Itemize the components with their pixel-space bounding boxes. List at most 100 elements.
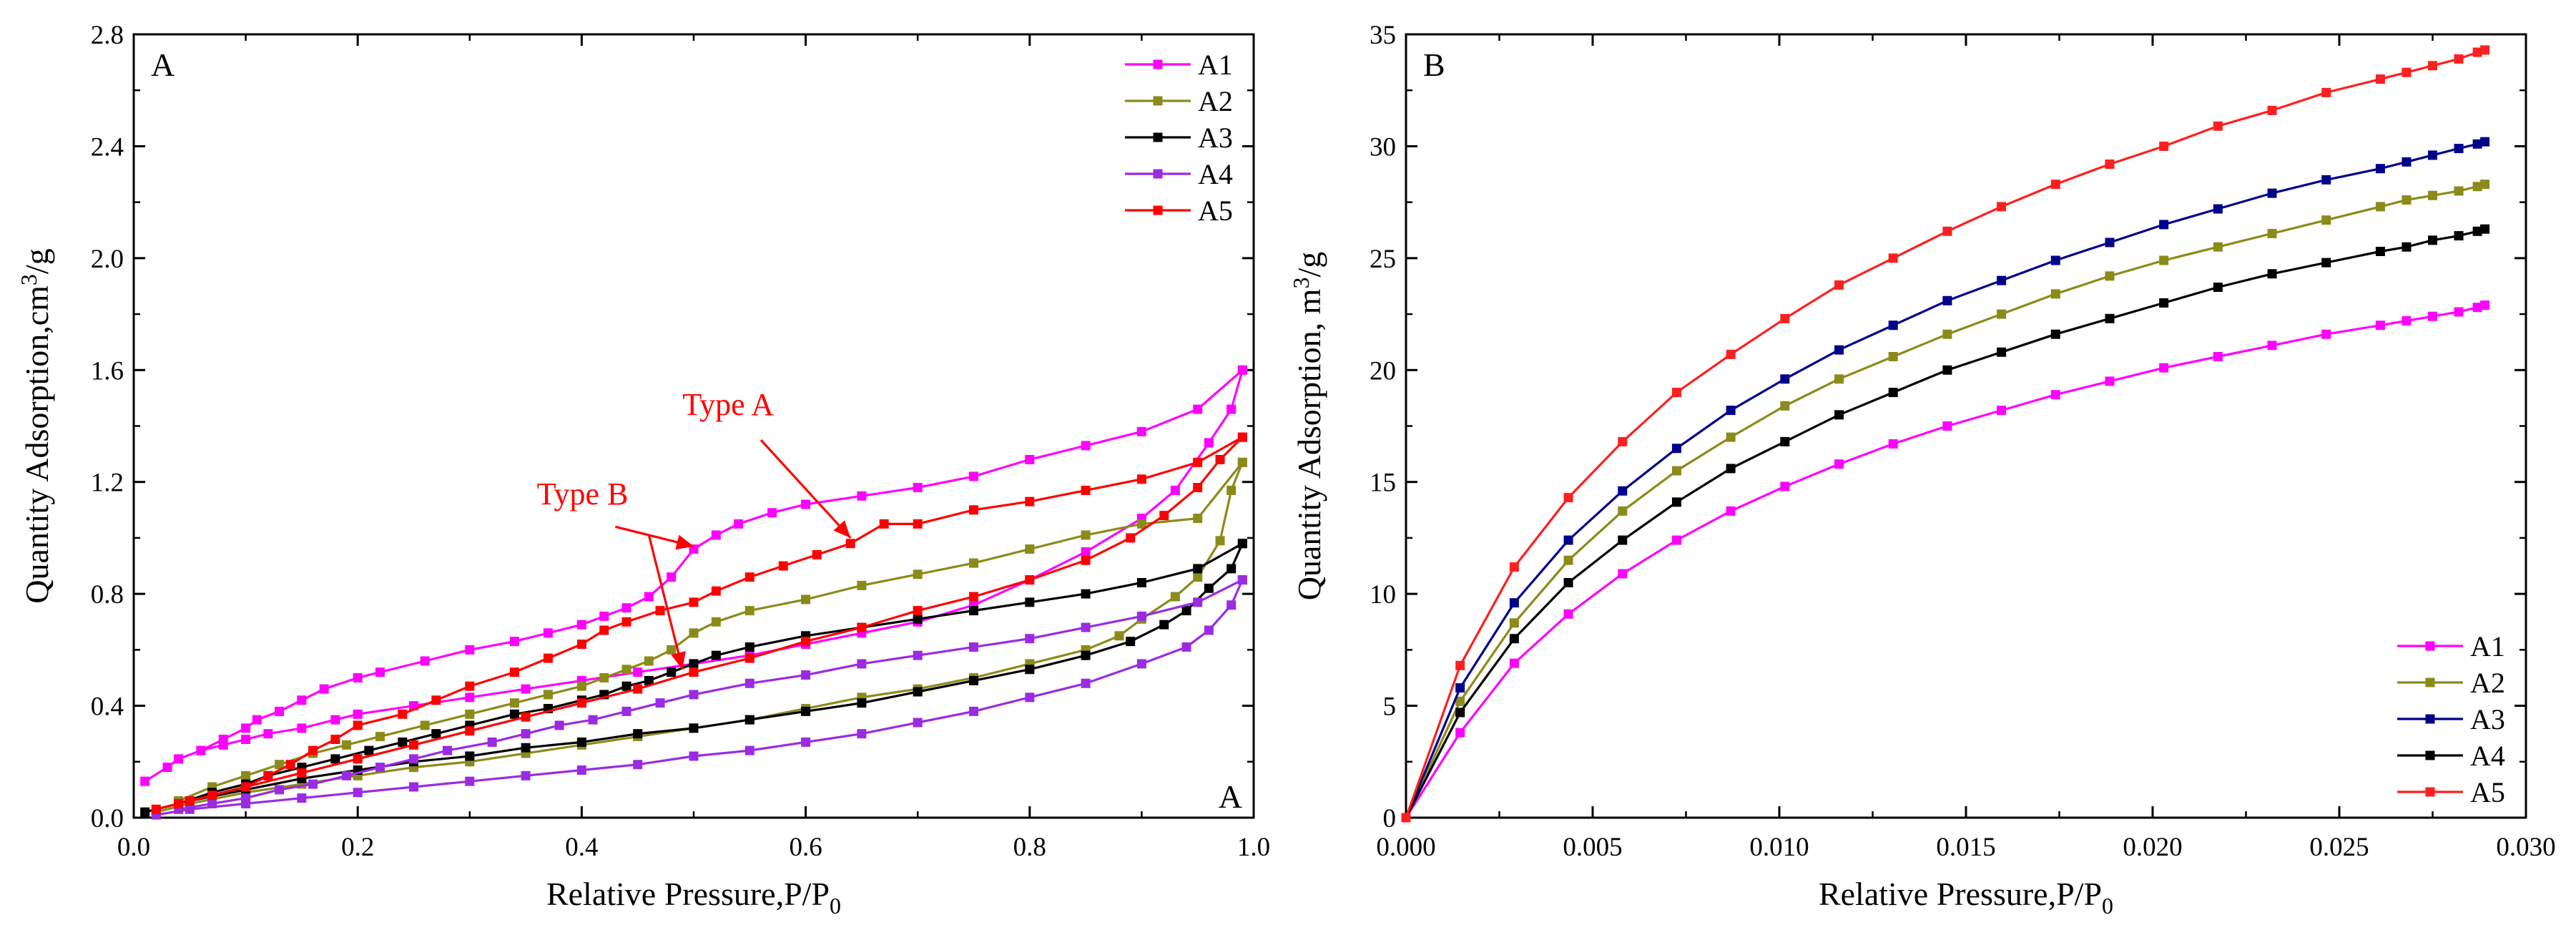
series-A5 <box>151 432 1247 814</box>
data-point <box>667 572 677 582</box>
data-point <box>599 611 609 621</box>
data-point <box>2105 376 2115 386</box>
data-point <box>2321 175 2331 185</box>
data-point <box>599 672 609 682</box>
data-point <box>2472 47 2482 57</box>
data-point <box>913 718 923 728</box>
data-point <box>1888 439 1898 449</box>
legend-label: A1 <box>2470 630 2505 662</box>
data-point <box>1226 600 1237 610</box>
data-point <box>689 751 699 761</box>
data-point <box>1193 597 1203 607</box>
data-point <box>1942 365 1952 375</box>
data-point <box>1025 544 1035 554</box>
data-point <box>1834 345 1844 355</box>
data-point <box>353 709 363 719</box>
data-point <box>431 695 441 705</box>
legend-label: A2 <box>1198 85 1233 117</box>
data-point <box>297 695 307 705</box>
y-tick-label: 25 <box>1370 245 1396 274</box>
x-tick-label: 0.0 <box>117 833 150 862</box>
data-point <box>1671 466 1681 476</box>
y-tick-label: 5 <box>1383 692 1397 722</box>
data-point <box>711 586 721 596</box>
data-point <box>1081 530 1091 540</box>
data-point <box>576 737 586 747</box>
data-point <box>1509 598 1519 608</box>
series-A1 <box>1401 300 2490 823</box>
data-point <box>2105 159 2115 169</box>
data-point <box>1780 401 1790 411</box>
data-point <box>2213 352 2223 362</box>
data-point <box>465 645 475 655</box>
data-point <box>1997 202 2007 212</box>
data-point <box>2213 242 2223 252</box>
data-point <box>2267 228 2277 238</box>
data-point <box>621 603 631 613</box>
data-point <box>2159 255 2169 265</box>
data-point <box>2321 258 2331 268</box>
data-point <box>2472 182 2482 192</box>
data-point <box>633 760 643 770</box>
series-A3 <box>1401 137 2490 823</box>
data-point <box>1204 625 1214 635</box>
panel-corner-label: A <box>1219 778 1242 815</box>
data-point <box>2050 390 2060 400</box>
data-point <box>2402 195 2412 205</box>
data-point <box>2267 188 2277 198</box>
data-point <box>2375 202 2385 212</box>
series-A4 <box>151 575 1247 820</box>
annotation: Type B <box>537 476 694 670</box>
data-point <box>1170 592 1180 602</box>
data-point <box>2105 313 2115 323</box>
data-point <box>1025 665 1035 675</box>
data-point <box>218 735 228 744</box>
data-point <box>521 712 531 722</box>
data-point <box>465 681 475 691</box>
data-point <box>174 798 184 808</box>
data-point <box>633 684 643 694</box>
data-point <box>465 751 475 761</box>
y-axis-title-main: Quantity Adsorption,cm <box>19 285 55 604</box>
x-axis-title-main: Relative Pressure,P/P <box>546 876 830 912</box>
data-point <box>1618 486 1628 496</box>
data-point <box>2428 150 2437 160</box>
data-point <box>1136 426 1146 436</box>
x-tick-label: 0.030 <box>2496 833 2555 862</box>
y-tick-label: 0 <box>1383 804 1397 833</box>
data-point <box>2050 329 2060 339</box>
data-point <box>576 640 586 650</box>
data-point <box>241 793 251 803</box>
data-point <box>1193 572 1203 582</box>
data-point <box>2428 190 2437 200</box>
data-point <box>420 656 430 666</box>
data-point <box>576 681 586 691</box>
annotation-arrow-line <box>647 534 684 670</box>
data-point <box>1455 683 1465 693</box>
data-point <box>1193 404 1203 414</box>
data-point <box>1136 474 1146 484</box>
data-point <box>2402 242 2412 252</box>
annotation-arrowhead <box>833 520 851 538</box>
legend-marker <box>2425 714 2435 724</box>
legend-marker <box>1153 59 1163 69</box>
data-point <box>576 698 586 708</box>
data-point <box>2454 307 2464 317</box>
data-point <box>744 715 754 725</box>
data-point <box>1237 432 1247 442</box>
data-point <box>1126 637 1136 647</box>
data-point <box>857 580 867 590</box>
data-point <box>297 768 307 778</box>
data-point <box>521 729 531 739</box>
data-point <box>465 692 475 703</box>
data-point <box>1126 533 1136 543</box>
y-tick-label: 0.8 <box>91 580 124 610</box>
data-point <box>409 754 418 764</box>
legend-marker <box>1153 96 1163 106</box>
data-point <box>1455 660 1465 670</box>
legend-marker <box>2425 787 2435 797</box>
data-point <box>1226 404 1237 414</box>
y-tick-label: 1.2 <box>91 469 124 498</box>
data-point <box>2375 74 2385 84</box>
data-point <box>1081 485 1091 495</box>
